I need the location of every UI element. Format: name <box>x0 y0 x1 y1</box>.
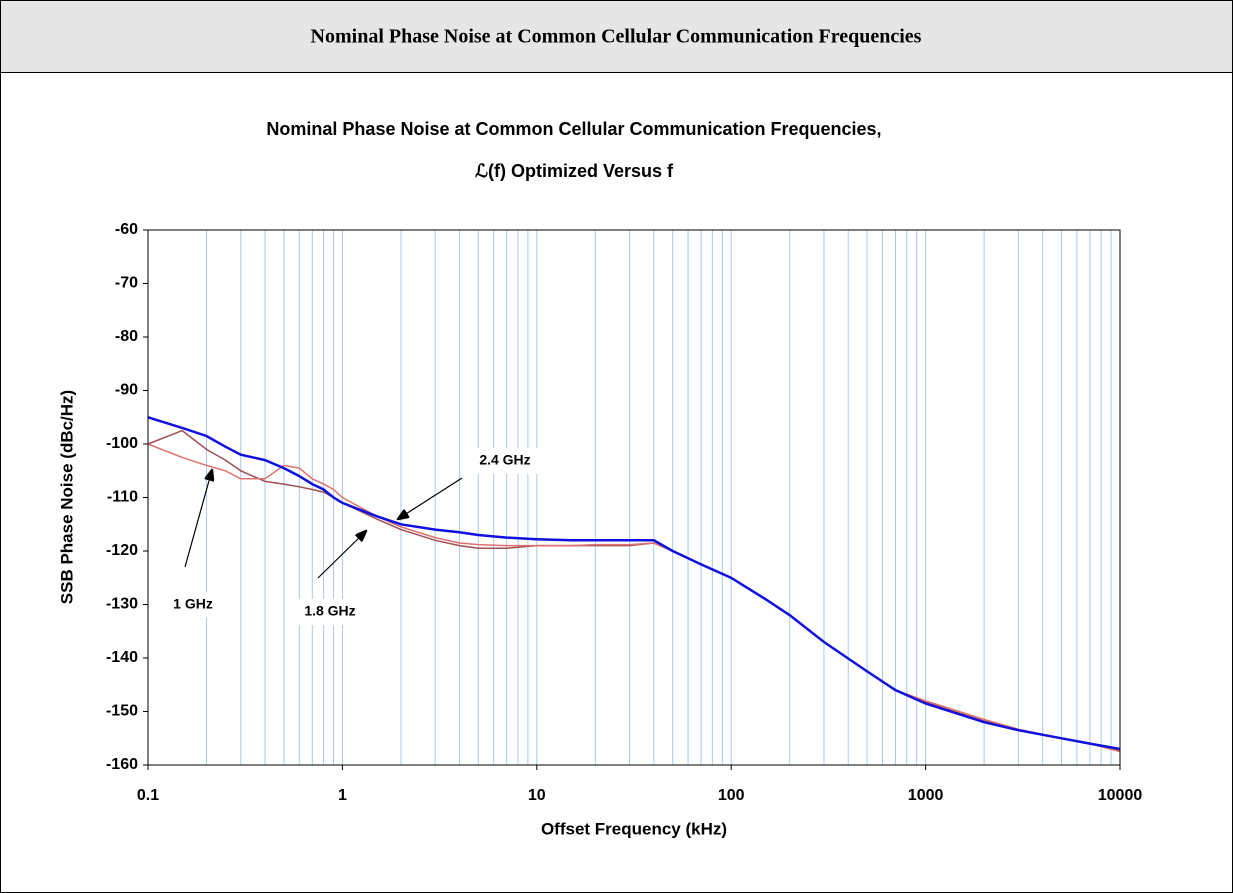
annotation: 1 GHz <box>173 596 213 612</box>
y-tick-label: -120 <box>106 542 138 559</box>
header-title: Nominal Phase Noise at Common Cellular C… <box>311 26 922 48</box>
grid <box>206 230 1112 765</box>
arrow <box>398 477 463 519</box>
x-tick-label: 10000 <box>1098 787 1143 804</box>
arrow <box>184 470 212 568</box>
x-tick-label: 10 <box>528 787 546 804</box>
y-tick-label: -150 <box>106 703 138 720</box>
y-tick-label: -140 <box>106 649 138 666</box>
y-tick-label: -90 <box>115 382 138 399</box>
y-tick-label: -100 <box>106 435 138 452</box>
label-box <box>465 448 545 474</box>
x-tick-label: 1000 <box>908 787 944 804</box>
y-axis-label: SSB Phase Noise (dBc/Hz) <box>57 390 76 604</box>
x-tick-label: 0.1 <box>137 787 159 804</box>
y-tick-label: -160 <box>106 756 138 773</box>
x-tick-label: 100 <box>718 787 745 804</box>
y-tick-label: -80 <box>115 328 138 345</box>
annotation: 1.8 GHz <box>304 603 355 619</box>
y-tick-label: -110 <box>107 489 138 506</box>
annotations <box>184 470 463 579</box>
chart-subtitle: ℒ(f) Optimized Versus f <box>475 161 674 181</box>
chart-title: Nominal Phase Noise at Common Cellular C… <box>266 119 881 139</box>
annotation: 2.4 GHz <box>479 452 530 468</box>
label-box <box>160 592 228 618</box>
lines <box>147 416 1121 753</box>
header-band <box>0 0 1233 73</box>
series-line <box>147 416 1121 751</box>
y-tick-label: -130 <box>106 596 138 613</box>
x-tick-label: 1 <box>338 787 347 804</box>
y-tick-label: -70 <box>115 275 138 292</box>
y-tick-label: -60 <box>115 221 138 238</box>
label-box <box>288 599 372 625</box>
arrow <box>317 531 366 579</box>
x-axis-label: Offset Frequency (kHz) <box>541 819 727 838</box>
